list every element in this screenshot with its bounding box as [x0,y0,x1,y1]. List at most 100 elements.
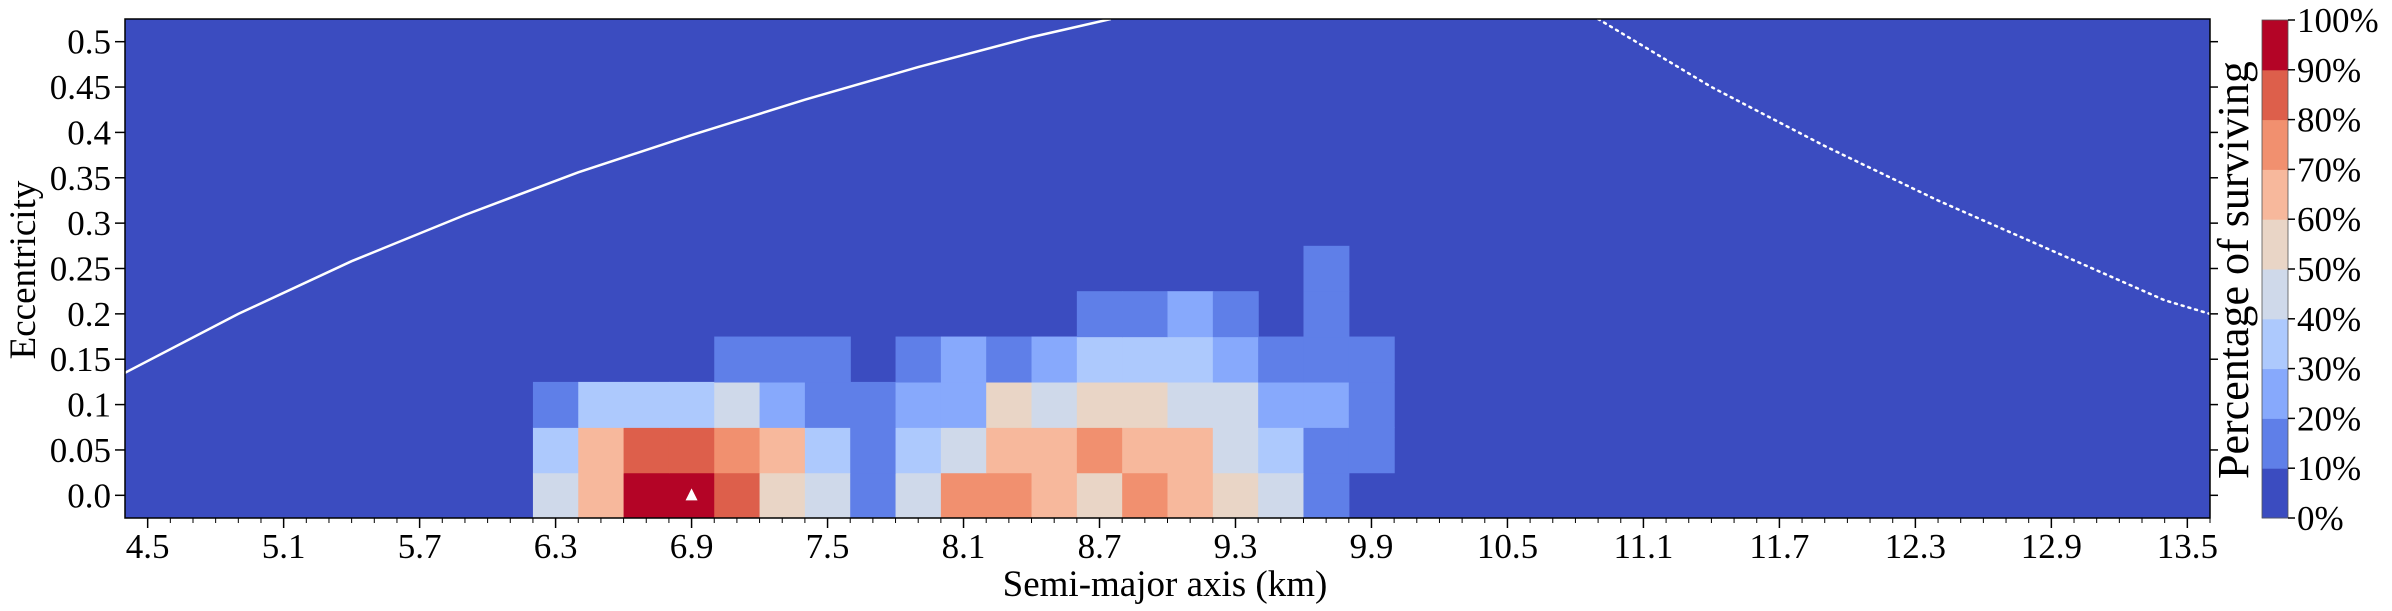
heatmap-cell [1076,472,1123,518]
colorbar-bin [2262,119,2288,170]
heatmap-cell [759,427,806,474]
heatmap-cell [850,472,897,518]
heatmap-cell [1303,336,1350,383]
x-tick-label: 11.1 [1613,527,1673,566]
x-tick-label: 6.3 [534,527,578,566]
heatmap-cell [1122,381,1169,428]
colorbar-bin [2262,169,2288,220]
colorbar-tick-label: 70% [2297,150,2361,189]
y-tick-label: 0.05 [50,431,111,470]
y-tick-label: 0.4 [67,113,111,152]
heatmap-cell [895,381,942,428]
colorbar-tick-label: 0% [2297,499,2344,538]
heatmap-cell [714,472,761,518]
y-tick-label: 0.45 [50,68,111,107]
heatmap-cell [804,336,851,383]
heatmap-cell [1303,245,1350,292]
heatmap-cell [1303,427,1350,474]
heatmap-cell [1167,472,1214,518]
y-tick-label: 0.35 [50,159,111,198]
y-tick-label: 0.25 [50,250,111,289]
x-tick-label: 9.9 [1350,527,1394,566]
colorbar: 0% 10% 20% 30% 40% 50% 60% 70% 80% 90% 100% [2261,1,2379,538]
heatmap-cell [895,336,942,383]
heatmap-cell [1212,336,1259,383]
heatmap-cell [1303,472,1350,518]
heatmap-cell [940,381,987,428]
heatmap-cell [668,427,715,474]
heatmap-cell [1076,427,1123,474]
x-tick-label: 12.3 [1885,527,1946,566]
heatmap-cell [1122,427,1169,474]
x-tick-label: 10.5 [1477,527,1538,566]
heatmap-cell [623,427,670,474]
colorbar-tick-label: 100% [2297,1,2379,40]
heatmap-cell [1167,291,1214,338]
heatmap-cell [804,427,851,474]
heatmap-cell [714,336,761,383]
heatmap-cell [804,381,851,428]
colorbar-bin [2262,219,2288,270]
heatmap-cell [1212,381,1259,428]
colorbar-bin [2262,468,2288,519]
heatmap-cell [1076,291,1123,338]
y-tick-label: 0.2 [67,295,111,334]
heatmap-cell [1031,427,1078,474]
colorbar-bin [2262,418,2288,469]
colorbar-tick-label: 40% [2297,300,2361,339]
x-tick-label: 5.1 [262,527,306,566]
x-tick-label: 11.7 [1749,527,1809,566]
heatmap-cell [1212,291,1259,338]
heatmap-cell [850,381,897,428]
heatmap-cell [1167,381,1214,428]
heatmap-cell [1258,381,1305,428]
heatmap-cell [1122,291,1169,338]
heatmap-cell [1031,381,1078,428]
x-tick-label: 4.5 [126,527,170,566]
heatmap-cell [986,427,1033,474]
heatmap-cell [532,427,579,474]
y-tick-label: 0.15 [50,340,111,379]
heatmap-cell [759,381,806,428]
x-tick-label: 8.1 [942,527,986,566]
heatmap-cell [986,336,1033,383]
x-tick-label: 9.3 [1214,527,1258,566]
heatmap-cell [1258,427,1305,474]
heatmap-cell [578,427,625,474]
axes: 4.5 5.1 5.7 6.3 6.9 7.5 8.1 8.7 9.3 9.9 10.5 11.1 11… [50,18,2218,566]
x-tick-label: 12.9 [2021,527,2082,566]
plot-area [125,19,2210,518]
heatmap-cell [1167,336,1214,383]
heatmap-cell [1167,427,1214,474]
colorbar-tick-label: 30% [2297,350,2361,389]
heatmap-cell [1303,291,1350,338]
heatmap-cell [804,472,851,518]
heatmap-cell [578,472,625,518]
heatmap-cell [986,381,1033,428]
heatmap-cell [940,427,987,474]
heatmap-cell [714,427,761,474]
heatmap-cell [668,381,715,428]
colorbar-bin [2262,318,2288,370]
y-axis-label: Eccentricity [3,180,44,359]
marker-triangle [685,488,698,501]
heatmap-cell [986,472,1033,518]
colorbar-tick-label: 80% [2297,101,2361,140]
y-tick-label: 0.0 [67,476,111,515]
y-tick-label: 0.5 [67,23,111,62]
heatmap-cell [895,427,942,474]
colorbar-tick-label: 20% [2297,399,2361,438]
heatmap-cell [623,381,670,428]
heatmap-cell [1031,472,1078,518]
x-axis-label: Semi-major axis (km) [1003,564,1328,605]
x-tick-label: 8.7 [1078,527,1122,566]
dotted-curve [1596,19,2210,316]
heatmap-cell [623,472,670,518]
x-tick-label: 13.5 [2157,527,2218,566]
x-tick-label: 7.5 [806,527,850,566]
heatmap-cell [1258,472,1305,518]
heatmap-cell [940,472,987,518]
heatmap-cell [850,427,897,474]
colorbar-tick-label: 90% [2297,51,2361,90]
heatmap-cell [940,336,987,383]
